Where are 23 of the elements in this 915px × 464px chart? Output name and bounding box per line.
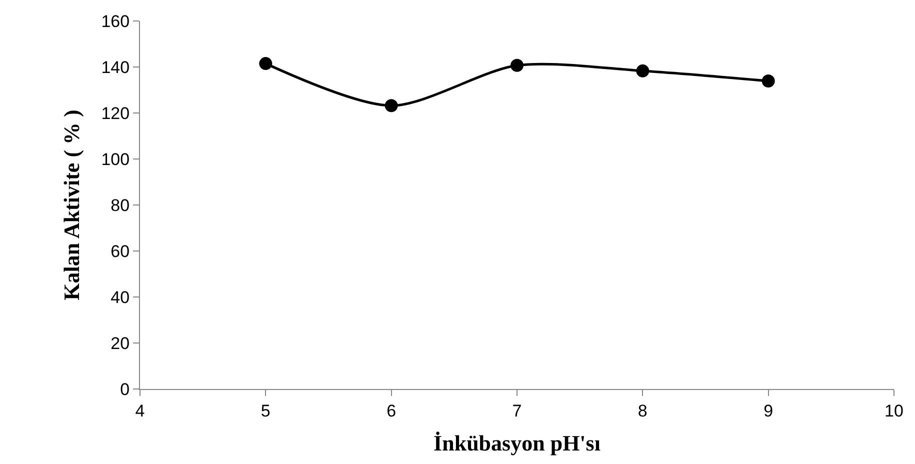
point	[259, 57, 272, 70]
y-tick-label: 20	[110, 334, 130, 353]
y-tick-label: 140	[101, 58, 130, 77]
point	[384, 99, 398, 112]
y-axis-title: Kalan Aktivite ( % )	[59, 110, 84, 300]
x-tick-label: 10	[884, 401, 904, 420]
y-tick-label: 120	[101, 104, 130, 123]
point	[762, 74, 775, 88]
y-tick-label: 100	[101, 150, 130, 169]
y-tick-label: 40	[110, 288, 130, 307]
x-axis-title: İnkübasyon pH'sı	[434, 430, 600, 456]
point	[510, 58, 524, 72]
y-tick-label: 60	[110, 242, 130, 261]
y-tick-label: 160	[101, 12, 130, 31]
x-tick-label: 9	[764, 401, 774, 420]
y-tick-label: 0	[120, 380, 130, 399]
point	[636, 64, 650, 78]
x-tick-label: 7	[512, 401, 522, 420]
x-tick-label: 6	[386, 401, 396, 420]
x-tick-label: 5	[260, 401, 270, 420]
y-tick-label: 80	[110, 196, 130, 215]
x-tick-label: 8	[638, 401, 648, 420]
x-tick-label: 4	[135, 401, 145, 420]
